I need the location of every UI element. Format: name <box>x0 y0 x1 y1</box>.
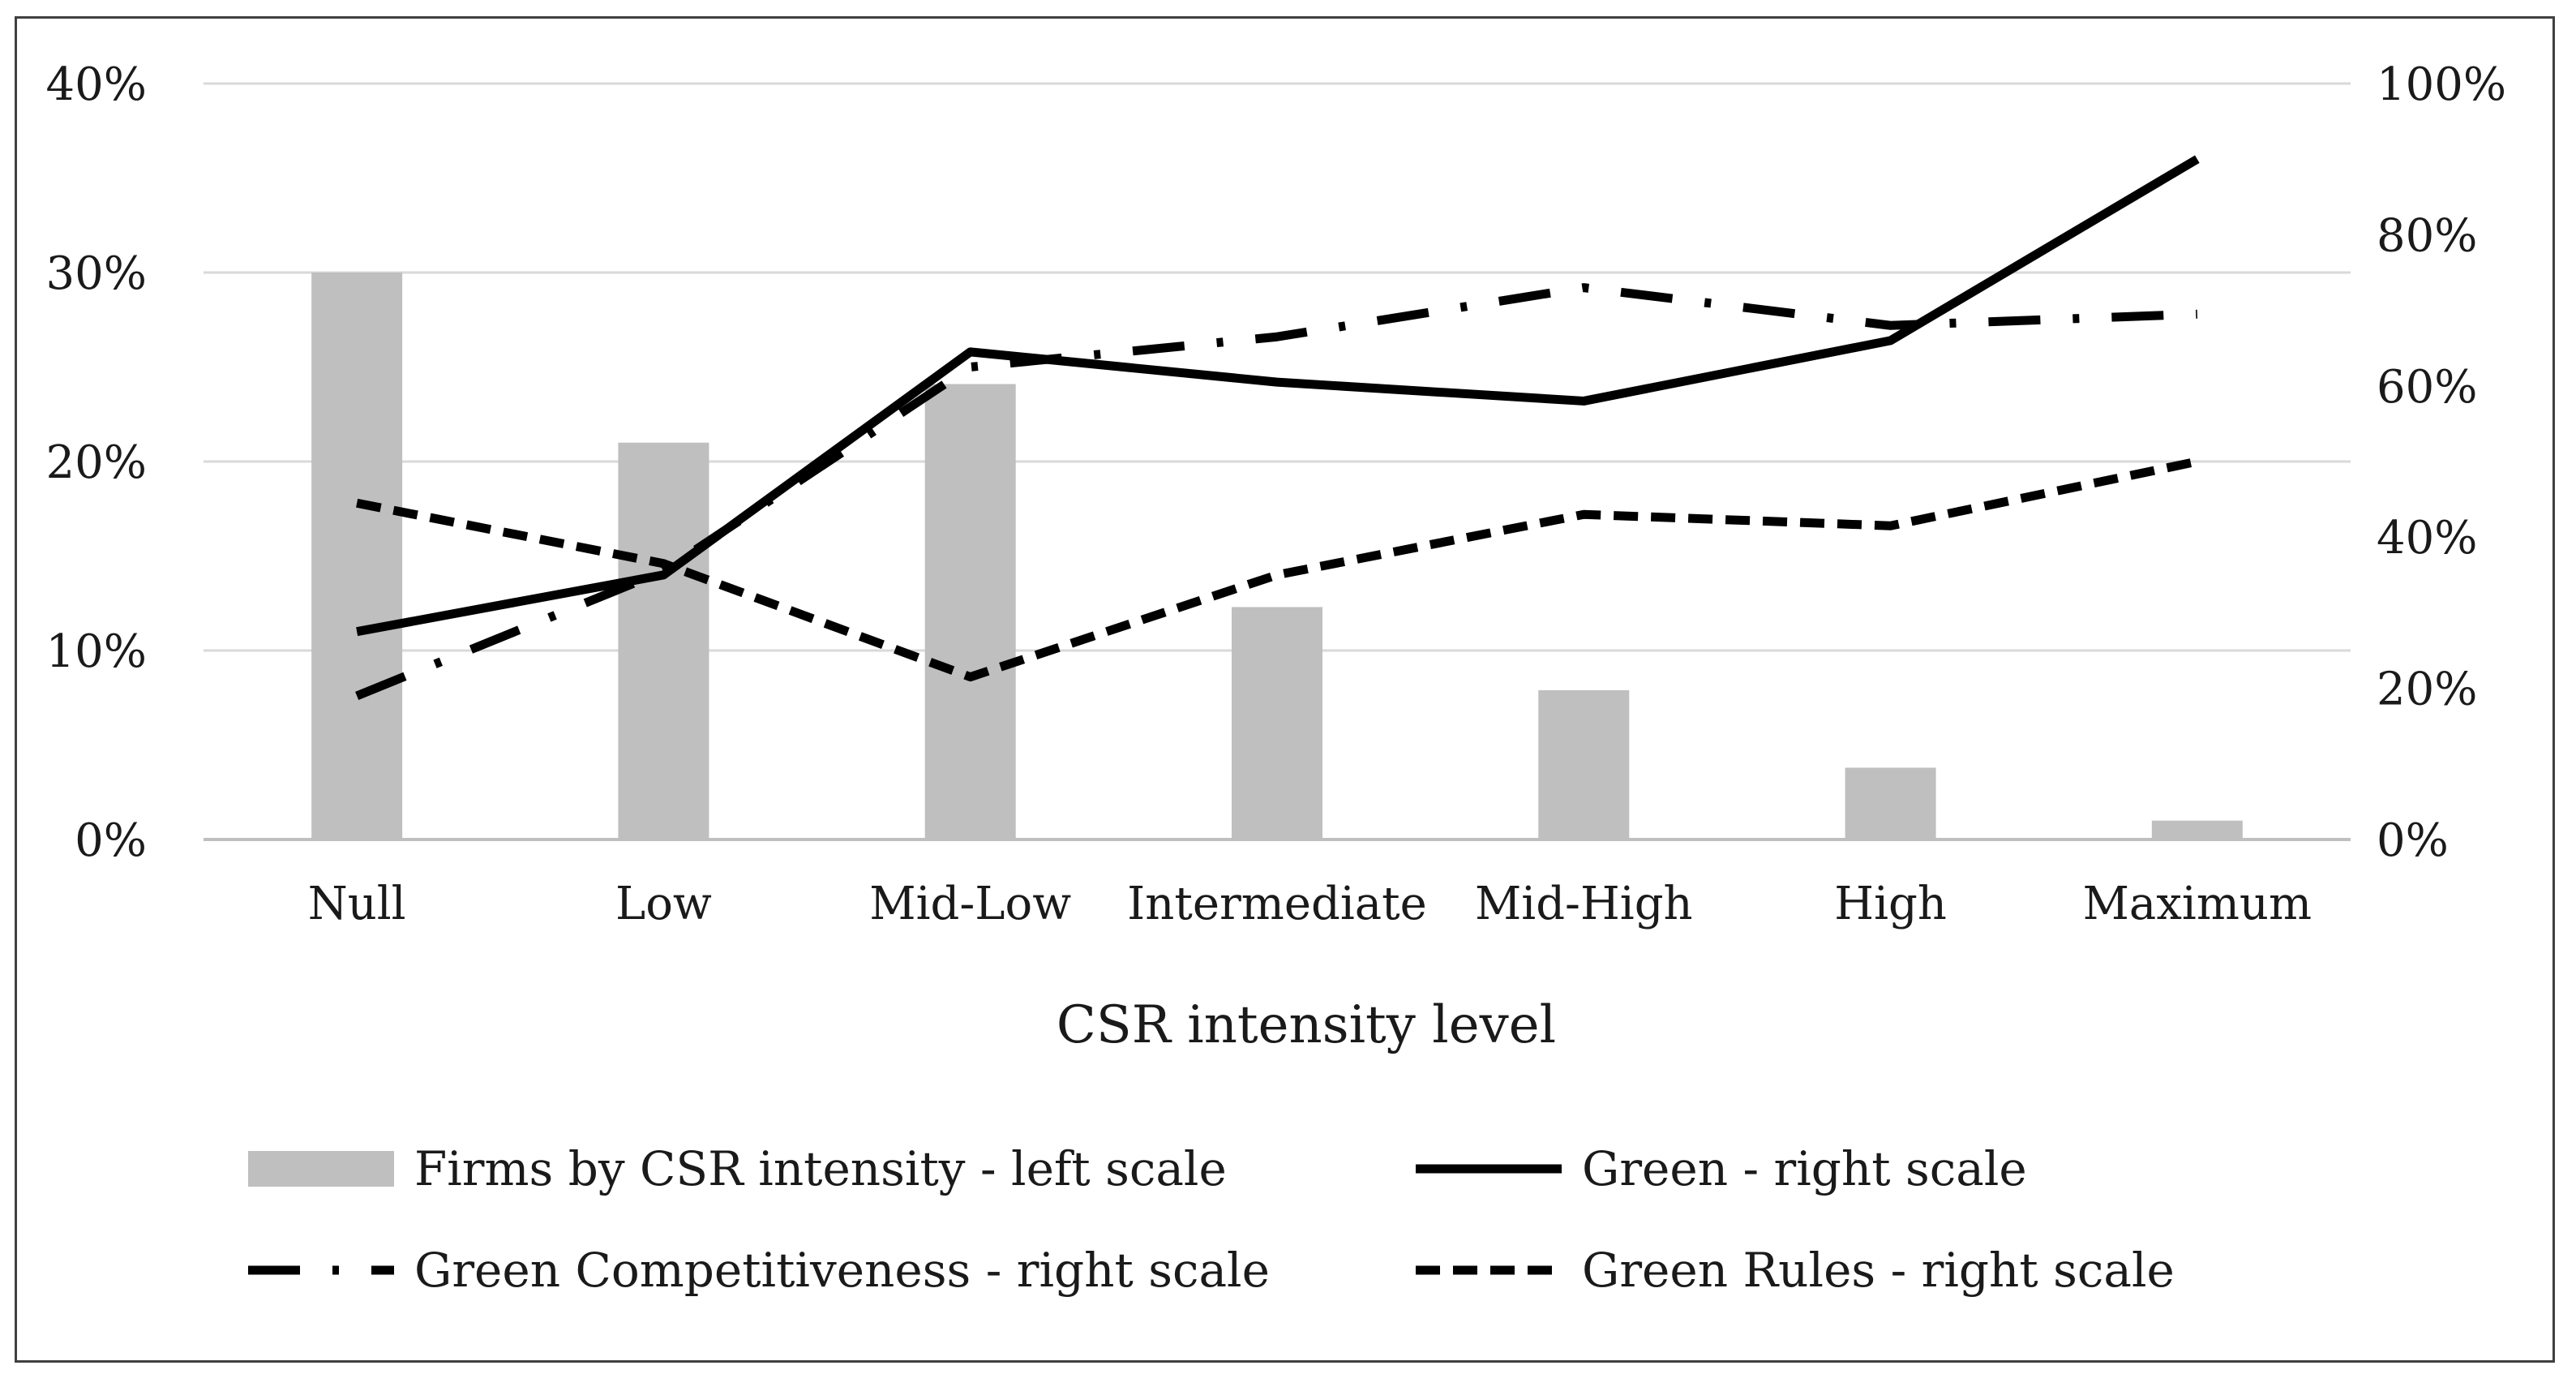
right-tick-label: 60% <box>2377 361 2477 414</box>
legend-label: Green Competitiveness - right scale <box>414 1243 1270 1298</box>
left-tick-label: 10% <box>46 625 147 678</box>
category-label: Maximum <box>2083 878 2312 930</box>
left-axis-ticks: 0% 10% 20% 30% 40% <box>46 58 147 867</box>
bar-low <box>618 442 709 840</box>
bar-null <box>311 273 403 840</box>
left-tick-label: 30% <box>46 247 147 300</box>
legend-item: Firms by CSR intensity - left scale <box>248 1141 1227 1196</box>
legend-swatch <box>248 1151 394 1187</box>
category-label: Null <box>308 878 406 930</box>
category-label: Mid-Low <box>869 878 1071 930</box>
legend-item: Green Competitiveness - right scale <box>248 1243 1270 1298</box>
right-axis-ticks: 0% 20% 40% 60% 80% 100% <box>2377 58 2506 867</box>
line-series <box>355 155 2200 701</box>
right-tick-label: 100% <box>2377 58 2506 111</box>
line-green <box>356 155 2200 637</box>
legend-item: Green - right scale <box>1416 1141 2027 1196</box>
category-label: Intermediate <box>1127 878 1427 930</box>
line-green-rules <box>356 457 2198 682</box>
left-tick-label: 0% <box>75 814 147 867</box>
bar-mid-low <box>924 384 1016 840</box>
category-label: Low <box>615 878 712 930</box>
line-green-competitiveness <box>355 283 2198 701</box>
legend: Firms by CSR intensity - left scale Green… <box>248 1141 2175 1298</box>
combo-chart: 0% 10% 20% 30% 40% 0% 20% 40% 60% 80% 100% Null Lo… <box>46 58 2507 1298</box>
legend-label: Firms by CSR intensity - left scale <box>414 1141 1227 1196</box>
right-tick-label: 20% <box>2377 663 2477 716</box>
left-tick-label: 20% <box>46 436 147 489</box>
category-label: Mid-High <box>1475 878 1693 930</box>
legend-label: Green - right scale <box>1582 1141 2027 1196</box>
legend-label: Green Rules - right scale <box>1582 1243 2175 1298</box>
right-tick-label: 80% <box>2377 209 2477 262</box>
legend-item: Green Rules - right scale <box>1416 1243 2175 1298</box>
right-tick-label: 40% <box>2377 512 2477 565</box>
category-label: High <box>1834 878 1947 930</box>
x-axis-title: CSR intensity level <box>1057 995 1556 1055</box>
bar-maximum <box>2151 820 2243 840</box>
bar-intermediate <box>1232 607 1322 840</box>
bar-series <box>311 273 2243 840</box>
bar-mid-high <box>1538 689 1630 840</box>
left-tick-label: 40% <box>46 58 147 111</box>
right-tick-label: 0% <box>2377 814 2449 867</box>
bar-high <box>1845 767 1936 840</box>
category-labels: Null Low Mid-Low Intermediate Mid-High High Ma… <box>308 878 2312 930</box>
chart-frame: 0% 10% 20% 30% 40% 0% 20% 40% 60% 80% 100% Null Lo… <box>15 16 2555 1363</box>
